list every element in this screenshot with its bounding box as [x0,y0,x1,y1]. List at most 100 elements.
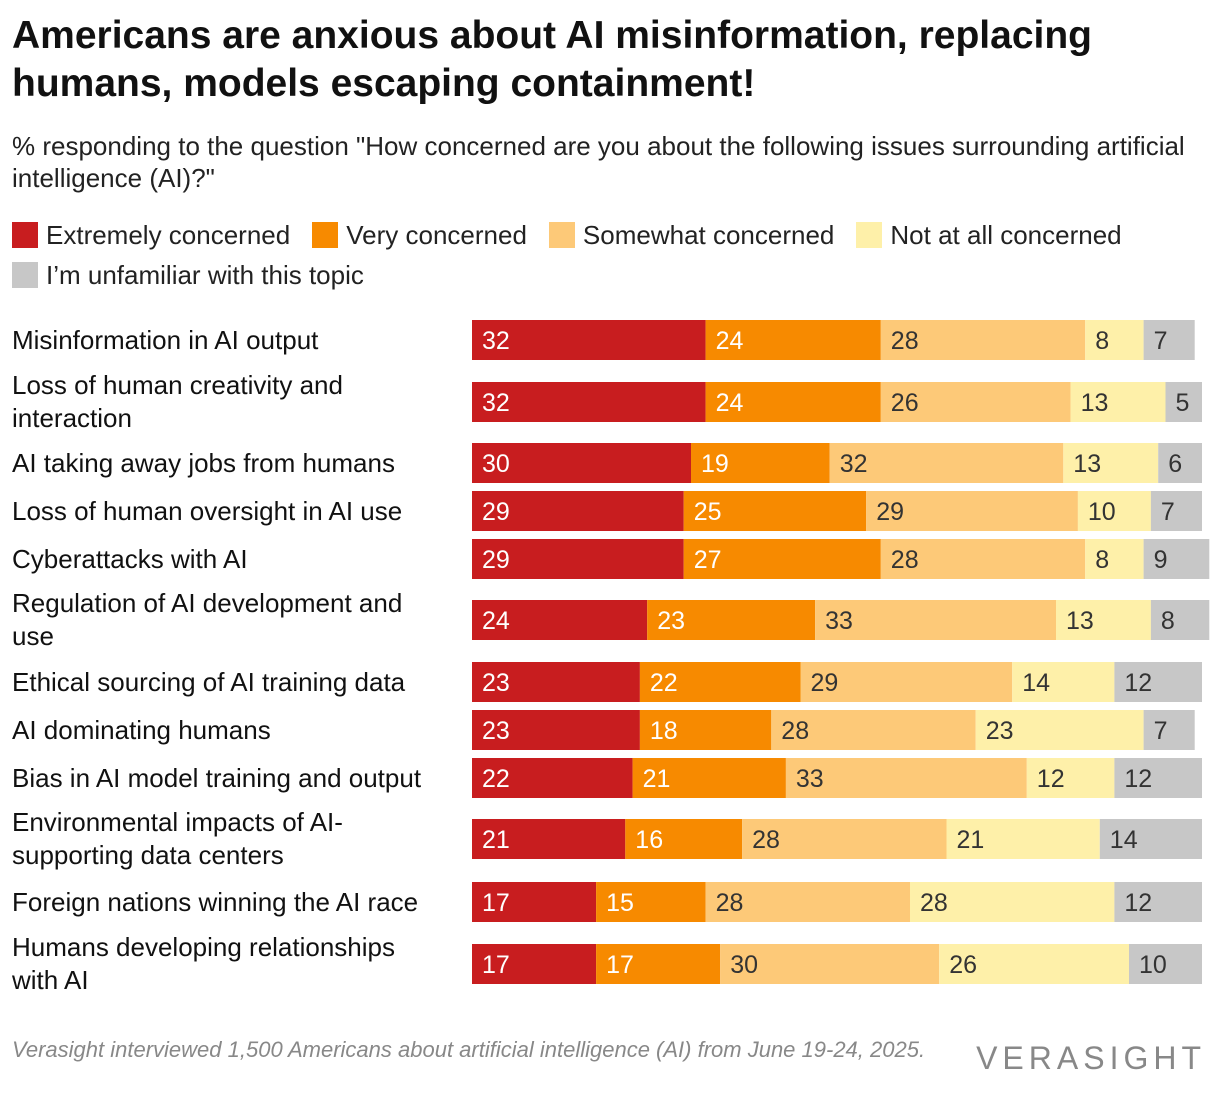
bar-segment [705,382,881,422]
data-label: 30 [482,450,510,478]
bar-segment [800,662,1013,702]
data-label: 26 [891,389,919,417]
legend-item-not-at-all-concerned: Not at all concerned [856,219,1122,251]
data-label: 6 [1168,450,1182,478]
data-label: 29 [876,498,904,526]
bar-segment [880,320,1086,360]
bar-segment [1085,320,1144,360]
data-label: 32 [482,327,510,355]
brand-logo: VERASIGHT [976,1040,1206,1076]
data-label: 16 [635,826,663,854]
bar-segment [785,758,1027,798]
category-label: Bias in AI model training and output [12,763,422,793]
data-label: 19 [701,450,729,478]
bar-segment [1143,539,1210,579]
data-label: 23 [657,607,685,635]
category-label: Humans developing relationships with AI [11,932,395,995]
bar-segment [691,443,830,483]
bar-segment [880,539,1086,579]
data-label: 30 [730,951,758,979]
bar-segment [1165,382,1202,422]
data-label: 28 [716,889,744,917]
category-label: Loss of human creativity and interaction [12,370,343,433]
data-label: 33 [796,765,824,793]
legend-label: Very concerned [346,219,527,250]
data-label: 23 [482,669,510,697]
bar-segment [1077,491,1151,531]
data-label: 23 [482,717,510,745]
chart-subtitle: % responding to the question "How concer… [12,131,1185,193]
chart-title: Americans are anxious about AI misinform… [12,14,1092,105]
legend-label: Not at all concerned [890,219,1122,250]
category-label: Ethical sourcing of AI training data [12,667,406,697]
data-label: 9 [1154,546,1168,574]
data-label: 21 [957,826,985,854]
legend-swatch [12,262,38,288]
bar-segment [1150,600,1210,640]
data-label: 12 [1124,889,1152,917]
bar-segment [1114,882,1202,922]
bar-segment [720,944,940,984]
bar-segment [975,710,1144,750]
bar-segment [472,443,691,483]
data-label: 23 [986,717,1014,745]
data-label: 12 [1037,765,1065,793]
data-label: 24 [716,327,744,355]
category-label: AI dominating humans [12,715,271,745]
legend-label: I’m unfamiliar with this topic [46,259,364,290]
bar-segment [1114,662,1202,702]
data-label: 13 [1066,607,1094,635]
bar-segment [866,491,1078,531]
bar-segment [1056,600,1151,640]
bar-segment [472,662,640,702]
bar-segment [472,539,684,579]
bar-segment [472,882,597,922]
data-label: 13 [1081,389,1109,417]
data-label: 7 [1154,327,1168,355]
bar-segment [1158,443,1202,483]
bar-segment [1150,491,1202,531]
category-label: Loss of human oversight in AI use [12,496,402,526]
data-label: 10 [1139,951,1167,979]
bar-segment [596,882,706,922]
data-label: 28 [920,889,948,917]
bar-segment [472,758,633,798]
bar-segment [946,819,1100,859]
data-label: 10 [1088,498,1116,526]
bar-segment [1114,758,1202,798]
stacked-bar-chart: Misinformation in AI output 32 24 28 8 7 Loss … [11,320,1210,995]
data-label: 28 [891,327,919,355]
bar-segment [1063,443,1159,483]
bar-segment [472,710,640,750]
data-label: 14 [1110,826,1138,854]
legend-swatch [12,222,38,248]
bar-segment [705,882,910,922]
category-label: Environmental impacts of AI-supporting d… [12,807,343,870]
data-label: 28 [781,717,809,745]
legend-item-extremely-concerned: Extremely concerned [12,220,290,251]
bar-segment [742,819,947,859]
data-label: 24 [482,607,510,635]
data-label: 5 [1176,389,1190,417]
legend-label: Extremely concerned [46,219,291,250]
data-label: 14 [1022,669,1050,697]
legend-swatch [548,222,575,248]
bar-segment [1070,382,1166,422]
bar-segment [472,320,706,360]
bar-segment [880,382,1071,422]
bar-segment [639,710,772,750]
bar-segment [939,944,1129,984]
bar-segment [815,600,1056,640]
bar-segment [596,944,721,984]
data-label: 24 [716,389,744,417]
data-label: 32 [482,389,510,417]
bar-segment [472,382,706,422]
bar-segment [639,662,801,702]
data-label: 13 [1073,450,1101,478]
category-label: Misinformation in AI output [12,325,319,355]
bar-segment [705,320,881,360]
data-label: 7 [1161,498,1175,526]
category-label: Foreign nations winning the AI race [12,887,418,917]
bar-segment [472,944,597,984]
data-label: 29 [482,546,510,574]
